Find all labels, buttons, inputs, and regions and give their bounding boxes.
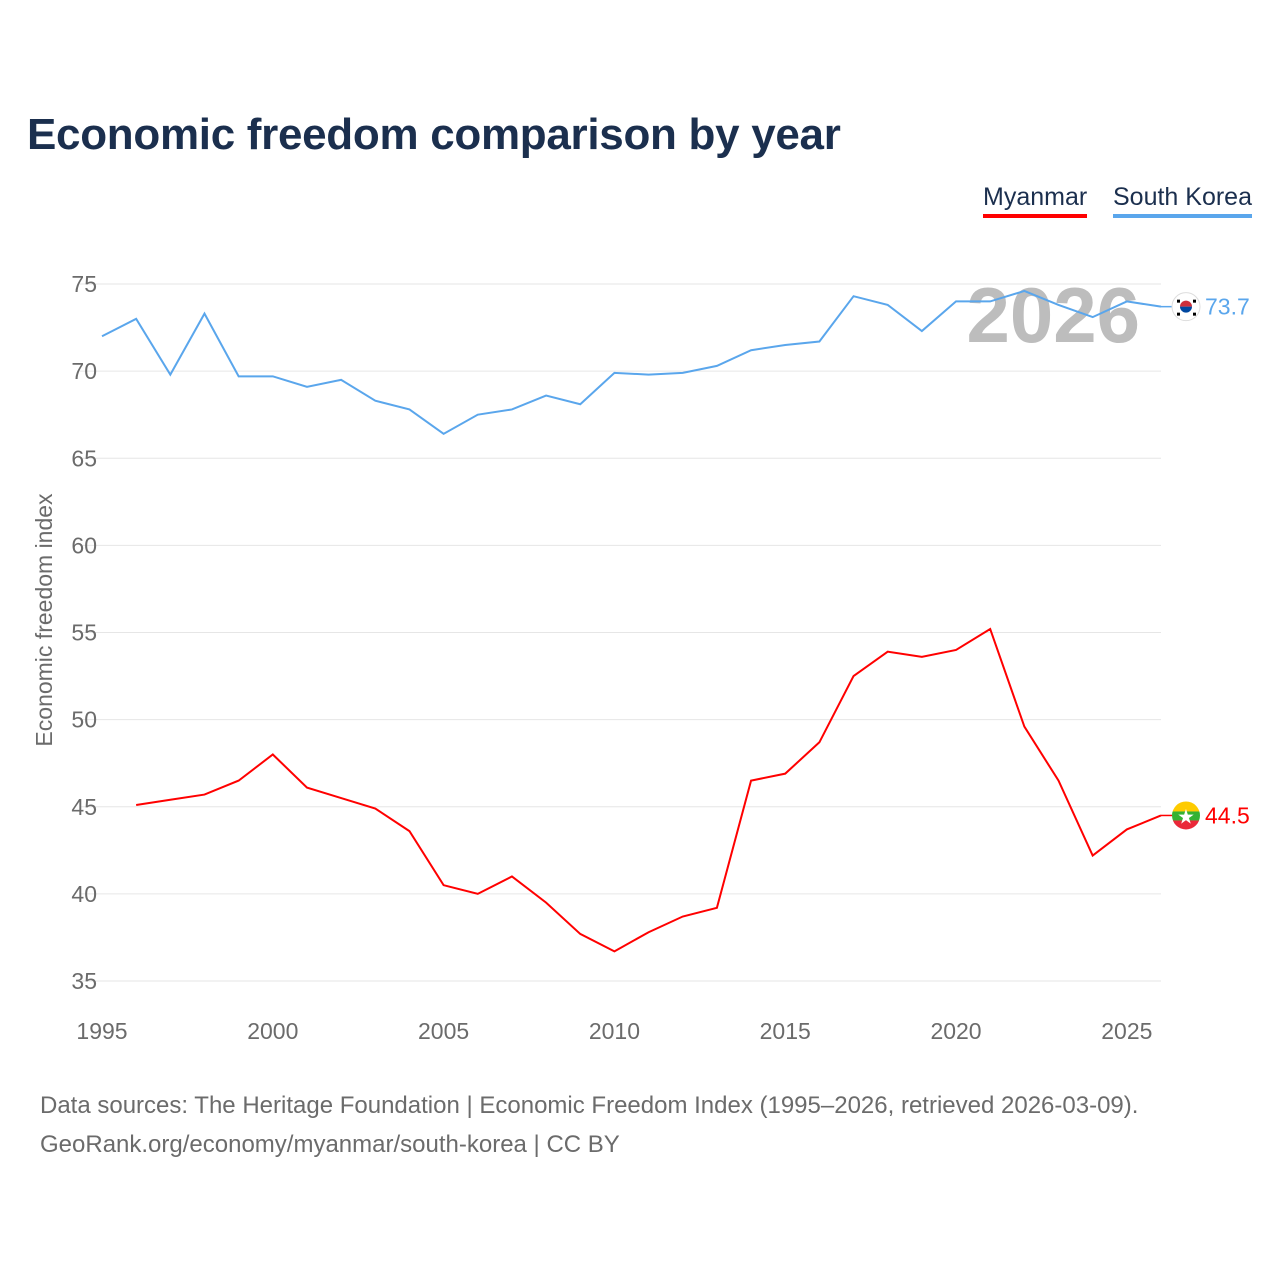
data-point (954, 299, 958, 303)
south-korea-flag-icon (1171, 292, 1201, 322)
data-point (715, 906, 719, 910)
data-point (920, 655, 924, 659)
data-point (271, 752, 275, 756)
data-point (407, 407, 411, 411)
svg-text:★: ★ (1177, 804, 1195, 828)
y-tick-label: 45 (71, 794, 97, 820)
data-point (202, 312, 206, 316)
data-point (681, 371, 685, 375)
data-point (168, 798, 172, 802)
data-point (749, 779, 753, 783)
data-point (954, 648, 958, 652)
data-point (544, 394, 548, 398)
data-point (1125, 299, 1129, 303)
data-point (476, 413, 480, 417)
data-point (920, 329, 924, 333)
data-point (271, 374, 275, 378)
footer-link[interactable]: GeoRank.org/economy/myanmar/south-korea … (40, 1131, 620, 1158)
y-tick-label: 50 (71, 707, 97, 733)
data-point (612, 371, 616, 375)
y-tick-label: 35 (71, 968, 97, 994)
y-tick-label: 60 (71, 532, 97, 558)
data-point (749, 348, 753, 352)
myanmar-flag-icon: ★ (1172, 801, 1200, 830)
x-tick-label: 2010 (589, 1018, 640, 1044)
data-point (1057, 303, 1061, 307)
data-point (783, 343, 787, 347)
chart-title: Economic freedom comparison by year (27, 110, 841, 159)
data-point (1022, 725, 1026, 729)
data-point (578, 932, 582, 936)
data-point (237, 374, 241, 378)
data-point (1022, 289, 1026, 293)
y-tick-label: 75 (71, 271, 97, 297)
data-point (407, 829, 411, 833)
x-tick-label: 1995 (76, 1018, 127, 1044)
data-point (134, 803, 138, 807)
data-point (988, 299, 992, 303)
data-point (237, 779, 241, 783)
data-point (202, 793, 206, 797)
data-point (1091, 315, 1095, 319)
y-axis-label: Economic freedom index (31, 493, 57, 747)
end-value-label: 44.5 (1205, 802, 1250, 828)
data-point (886, 303, 890, 307)
data-point (339, 796, 343, 800)
data-point (510, 407, 514, 411)
data-point (339, 378, 343, 382)
data-point (442, 432, 446, 436)
x-tick-label: 2020 (930, 1018, 981, 1044)
data-point (647, 930, 651, 934)
data-point (886, 650, 890, 654)
data-point (1125, 827, 1129, 831)
data-point (134, 317, 138, 321)
data-point (1057, 779, 1061, 783)
y-tick-label: 55 (71, 620, 97, 646)
data-point (817, 340, 821, 344)
legend-item-myanmar[interactable]: Myanmar (983, 183, 1088, 218)
data-point (476, 892, 480, 896)
data-point (510, 874, 514, 878)
data-point (817, 740, 821, 744)
footer: Data sources: The Heritage Foundation | … (40, 1086, 1138, 1164)
data-point (578, 402, 582, 406)
data-point (373, 806, 377, 810)
data-point (783, 772, 787, 776)
legend-item-south-korea[interactable]: South Korea (1113, 183, 1252, 218)
y-tick-label: 70 (71, 358, 97, 384)
footer-sources: Data sources: The Heritage Foundation | … (40, 1092, 1139, 1119)
year-watermark: 2026 (966, 271, 1140, 359)
data-point (305, 786, 309, 790)
x-tick-label: 2015 (760, 1018, 811, 1044)
series-line-south-korea (101, 289, 1162, 436)
data-point (1091, 854, 1095, 858)
x-tick-label: 2025 (1101, 1018, 1152, 1044)
series-line-myanmar (136, 627, 1162, 953)
data-point (442, 883, 446, 887)
data-point (715, 364, 719, 368)
x-tick-label: 2005 (418, 1018, 469, 1044)
x-tick-label: 2000 (247, 1018, 298, 1044)
data-point (544, 901, 548, 905)
data-point (852, 294, 856, 298)
data-point (681, 915, 685, 919)
y-tick-label: 65 (71, 445, 97, 471)
data-point (168, 373, 172, 377)
data-point (612, 949, 616, 953)
data-point (852, 674, 856, 678)
end-value-label: 73.7 (1205, 294, 1250, 320)
data-point (373, 399, 377, 403)
data-point (100, 334, 104, 338)
y-tick-label: 40 (71, 881, 97, 907)
data-point (988, 627, 992, 631)
data-point (647, 373, 651, 377)
data-point (305, 385, 309, 389)
